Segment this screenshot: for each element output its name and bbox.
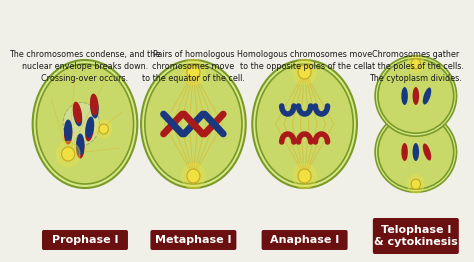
Ellipse shape bbox=[76, 134, 84, 156]
Circle shape bbox=[95, 120, 112, 138]
Ellipse shape bbox=[90, 94, 99, 116]
Ellipse shape bbox=[412, 143, 419, 161]
Circle shape bbox=[298, 65, 311, 79]
Circle shape bbox=[187, 169, 200, 183]
Text: Pairs of homologous
chromosomes move
to the equator of the cell.: Pairs of homologous chromosomes move to … bbox=[142, 50, 245, 83]
Circle shape bbox=[408, 175, 424, 193]
Circle shape bbox=[187, 65, 200, 79]
Circle shape bbox=[293, 59, 316, 85]
Text: Metaphase I: Metaphase I bbox=[155, 235, 232, 245]
Ellipse shape bbox=[256, 64, 353, 184]
Ellipse shape bbox=[85, 117, 94, 138]
Circle shape bbox=[411, 179, 420, 189]
Text: Chromosomes gather
at the poles of the cells.
The cytoplasm divides.: Chromosomes gather at the poles of the c… bbox=[367, 50, 464, 83]
Text: The chromosomes condense, and the
nuclear envelope breaks down.
Crossing-over oc: The chromosomes condense, and the nuclea… bbox=[9, 50, 161, 83]
FancyBboxPatch shape bbox=[262, 230, 347, 250]
FancyBboxPatch shape bbox=[42, 230, 128, 250]
Ellipse shape bbox=[252, 60, 357, 188]
Ellipse shape bbox=[33, 60, 137, 188]
Ellipse shape bbox=[141, 60, 246, 188]
Circle shape bbox=[56, 141, 80, 167]
Circle shape bbox=[293, 163, 316, 189]
Ellipse shape bbox=[85, 119, 94, 141]
Ellipse shape bbox=[73, 105, 82, 126]
FancyBboxPatch shape bbox=[373, 218, 459, 254]
Circle shape bbox=[408, 55, 424, 73]
Ellipse shape bbox=[73, 102, 82, 123]
Text: Homologous chromosomes move
to the opposite poles of the cell.: Homologous chromosomes move to the oppos… bbox=[237, 50, 372, 71]
Circle shape bbox=[411, 59, 420, 69]
Ellipse shape bbox=[375, 56, 456, 136]
Ellipse shape bbox=[76, 137, 84, 159]
FancyBboxPatch shape bbox=[150, 230, 237, 250]
Circle shape bbox=[62, 147, 75, 161]
Ellipse shape bbox=[401, 143, 408, 161]
Ellipse shape bbox=[64, 123, 73, 145]
Circle shape bbox=[182, 59, 205, 85]
Ellipse shape bbox=[423, 88, 431, 105]
Ellipse shape bbox=[423, 144, 431, 161]
Ellipse shape bbox=[145, 64, 242, 184]
Text: Anaphase I: Anaphase I bbox=[270, 235, 339, 245]
Ellipse shape bbox=[36, 64, 134, 184]
Ellipse shape bbox=[64, 119, 73, 141]
Circle shape bbox=[182, 163, 205, 189]
Ellipse shape bbox=[375, 112, 456, 192]
Circle shape bbox=[99, 124, 109, 134]
Ellipse shape bbox=[63, 102, 100, 146]
Ellipse shape bbox=[90, 96, 99, 118]
Ellipse shape bbox=[401, 87, 408, 105]
Ellipse shape bbox=[378, 59, 454, 133]
Circle shape bbox=[298, 169, 311, 183]
Text: Prophase I: Prophase I bbox=[52, 235, 118, 245]
Ellipse shape bbox=[412, 87, 419, 105]
Ellipse shape bbox=[378, 115, 454, 189]
Text: Telophase I
& cytokinesis: Telophase I & cytokinesis bbox=[374, 225, 458, 247]
